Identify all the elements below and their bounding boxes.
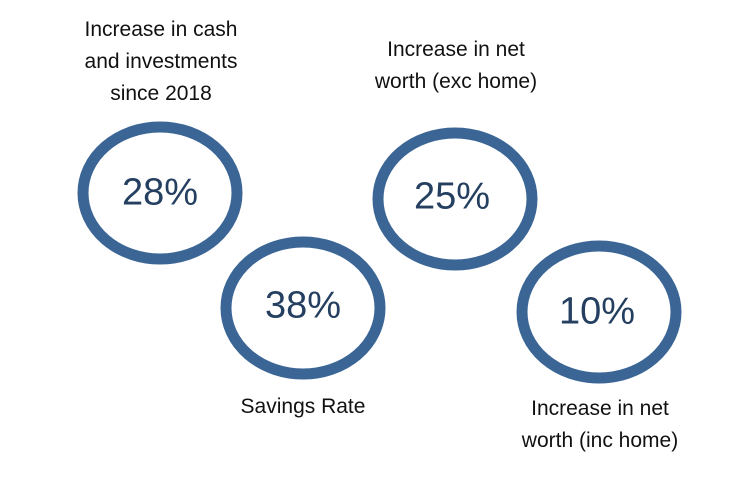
net-worth-exc-home-label: Increase in net worth (exc home) bbox=[375, 34, 537, 98]
net-worth-inc-home-value: 10% bbox=[558, 290, 636, 333]
net-worth-inc-home-label: Increase in net worth (inc home) bbox=[522, 393, 678, 457]
label-line: worth (inc home) bbox=[521, 429, 679, 452]
ring-net-worth-inc-home bbox=[516, 240, 682, 384]
ring-cash-investments bbox=[77, 121, 243, 265]
label-line: Increase in net bbox=[387, 38, 525, 61]
label-line: since 2018 bbox=[110, 82, 212, 105]
label-line: and investments bbox=[84, 50, 238, 73]
label-line: worth (exc home) bbox=[374, 70, 538, 93]
net-worth-exc-home-value: 25% bbox=[413, 175, 491, 218]
ring-savings-rate bbox=[220, 236, 386, 380]
label-line: Increase in net bbox=[531, 397, 669, 420]
label-line: Increase in cash bbox=[84, 18, 238, 41]
label-line: Savings Rate bbox=[240, 395, 366, 418]
cash-investments-value: 28% bbox=[121, 171, 199, 214]
savings-rate-value: 38% bbox=[264, 284, 342, 327]
ring-net-worth-exc-home bbox=[372, 127, 538, 271]
cash-investments-label: Increase in cash and investments since 2… bbox=[85, 14, 238, 110]
savings-rate-label: Savings Rate bbox=[241, 391, 366, 423]
